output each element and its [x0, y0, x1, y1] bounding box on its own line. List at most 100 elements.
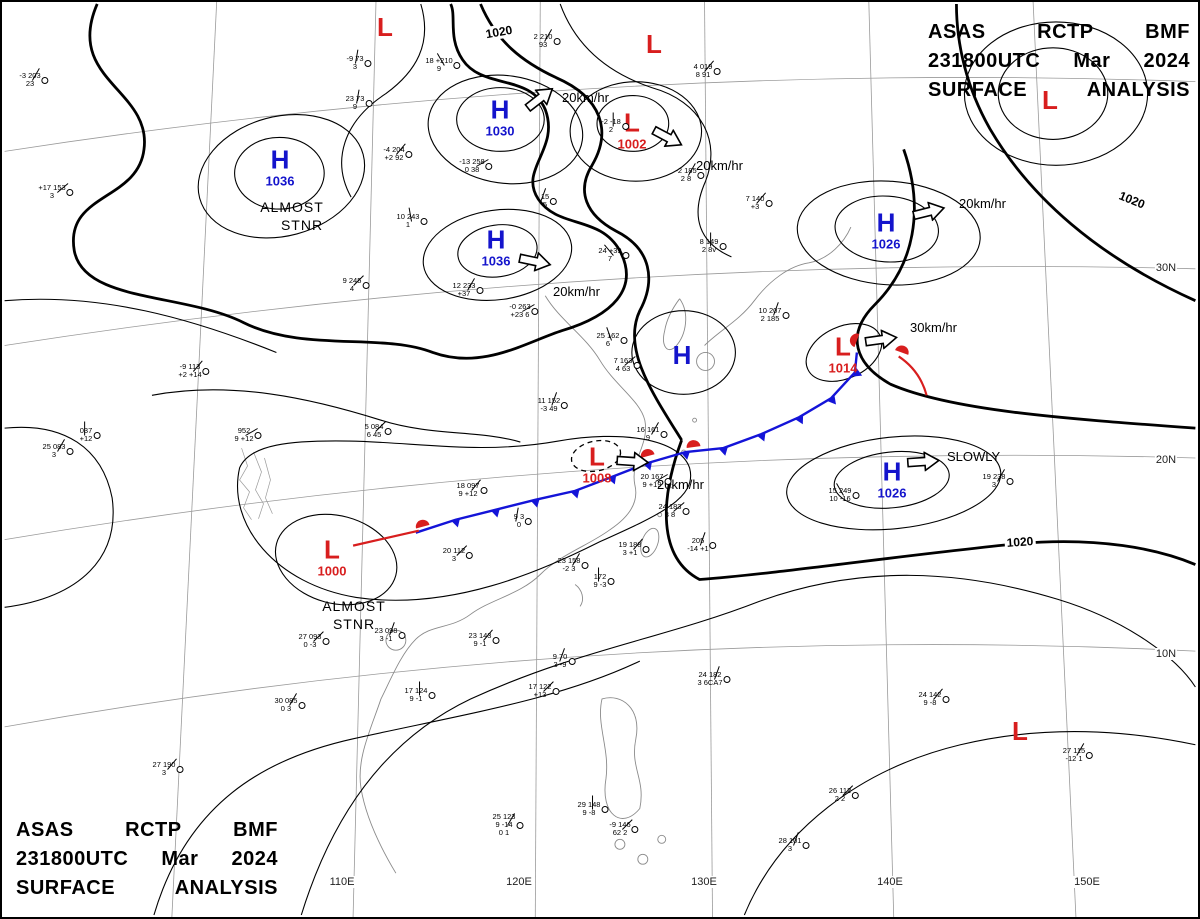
station-circle-icon: [365, 100, 373, 107]
station-circle-icon: [466, 552, 474, 559]
station-plot: 15 249 10 -16: [828, 483, 860, 503]
station-plot: 18 097 9 +12: [456, 479, 488, 498]
station-values: 18 +210 9: [425, 56, 453, 73]
station-values: 20 167 9 +19: [640, 472, 664, 489]
low-symbol: L: [377, 12, 393, 42]
station-plot: 11 152 -3 49: [538, 392, 569, 413]
station-plot: 8 149 2 8v: [700, 232, 727, 254]
station-plot: 9 70 3 -9: [553, 648, 576, 669]
station-values: 17 124 9 -1: [404, 686, 428, 703]
station-values: 23 73 9: [345, 94, 365, 111]
station-values: 29 148 9 -8: [577, 800, 601, 817]
title-word: ANALYSIS: [1086, 79, 1190, 101]
title-word: 231800UTC: [928, 50, 1041, 72]
pressure-value: 1030: [485, 123, 515, 139]
station-circle-icon: [852, 492, 860, 499]
open-arrow-icon: [616, 451, 650, 472]
station-values: 28 101 3: [778, 836, 802, 853]
isobar-value-label: 1020: [1115, 187, 1149, 213]
station-circle-icon: [362, 282, 370, 289]
longitude-label: 150E: [1073, 876, 1101, 888]
station-values: 27 115 -12 1: [1062, 746, 1085, 763]
isobar-value-label: 1020: [1004, 533, 1036, 551]
latitude-label: 10N: [1154, 648, 1178, 660]
station-values: 24 142 9 -8: [918, 690, 942, 707]
station-plot: 24 +39 7: [598, 244, 630, 263]
wind-barb-icon: [709, 232, 711, 247]
low-symbol: L: [624, 107, 640, 138]
station-circle-icon: [620, 337, 628, 344]
station-plot: -9 113 +2 +14: [178, 360, 210, 379]
title-line-1: ASAS RCTP BMF: [16, 816, 278, 845]
warm-front-symbol: [640, 449, 655, 458]
station-plot: 15 5: [540, 188, 558, 209]
station-circle-icon: [552, 688, 560, 695]
station-circle-icon: [66, 448, 74, 455]
title-word: RCTP: [1037, 21, 1094, 43]
station-plot: 29 148 9 -8: [577, 795, 609, 817]
station-plot: 26 112 2 2: [829, 785, 860, 803]
title-word: 231800UTC: [16, 848, 129, 870]
station-plot: 9 245 4: [343, 275, 370, 293]
station-plot: 2 210 93: [534, 29, 561, 49]
movement-speed-label: 20km/hr: [553, 284, 600, 299]
title-block-bottom-left: ASAS RCTP BMF 231800UTC Mar 2024 SURFACE…: [16, 816, 278, 903]
station-plot: -9 73 3: [346, 49, 372, 71]
station-plot: 24 182 3 6CA7: [697, 666, 731, 687]
station-values: 5 084 6 45: [364, 422, 384, 439]
latitude-label: 30N: [1154, 262, 1178, 274]
pressure-center-l: L 1002: [618, 110, 647, 151]
pressure-center-h: H 1026: [872, 210, 901, 251]
station-circle-icon: [709, 542, 717, 549]
station-circle-icon: [550, 198, 558, 205]
title-word: ASAS: [928, 21, 986, 43]
station-values: 24 182 3 6CA7: [697, 670, 723, 687]
pressure-value: 1014: [828, 360, 858, 376]
station-plot: 7 163 4 63: [614, 356, 641, 373]
station-circle-icon: [405, 151, 413, 158]
station-plot: 30 085 0 3: [275, 693, 306, 713]
pressure-center-l: L 1008: [583, 444, 612, 485]
pressure-value: 1008: [582, 470, 612, 486]
pressure-center-l: L: [377, 14, 393, 40]
high-symbol: H: [486, 224, 506, 255]
station-circle-icon: [713, 68, 721, 75]
high-symbol: H: [882, 456, 902, 487]
station-plot: 27 115 -12 1: [1062, 743, 1094, 763]
station-values: 27 190 3: [152, 760, 176, 777]
movement-arrow-icon: [910, 198, 949, 230]
station-plot: -3 203 23: [19, 68, 49, 88]
station-values: 23 143 9 -1: [468, 631, 492, 648]
station-values: 205 -14 +1: [687, 536, 709, 553]
low-symbol: L: [324, 534, 340, 565]
station-plot: 20 167 9 +19: [640, 472, 672, 489]
station-plot: 25 162 6: [597, 327, 628, 348]
station-plot: +17 153 3: [38, 183, 74, 200]
station-plot: 23 73 9: [345, 89, 373, 111]
station-plot: 16 161 9: [636, 422, 668, 442]
warm-front-symbol: [415, 519, 430, 529]
pressure-value: 1036: [481, 253, 511, 269]
movement-arrow-icon: [646, 121, 688, 159]
station-circle-icon: [568, 658, 576, 665]
movement-speed-label: SLOWLY: [947, 449, 1001, 464]
station-values: 16 161 9: [636, 425, 660, 442]
station-values: 18 097 9 +12: [456, 481, 480, 498]
station-circle-icon: [531, 308, 539, 315]
station-circle-icon: [298, 702, 306, 709]
longitude-label: 120E: [505, 876, 533, 888]
station-values: 12 233 +37: [452, 281, 476, 298]
title-line-2: 231800UTC Mar 2024: [16, 845, 278, 874]
station-values: 15 249 10 -16: [828, 486, 852, 503]
station-circle-icon: [621, 123, 629, 130]
warm-front-segment: [898, 355, 928, 396]
movement-arrow-icon: [906, 450, 942, 477]
station-plot: -0 263 +23 6: [509, 303, 539, 319]
station-circle-icon: [492, 637, 500, 644]
station-values: 7 140 +3: [745, 194, 765, 211]
fronts: [352, 333, 928, 547]
station-circle-icon: [398, 632, 406, 639]
